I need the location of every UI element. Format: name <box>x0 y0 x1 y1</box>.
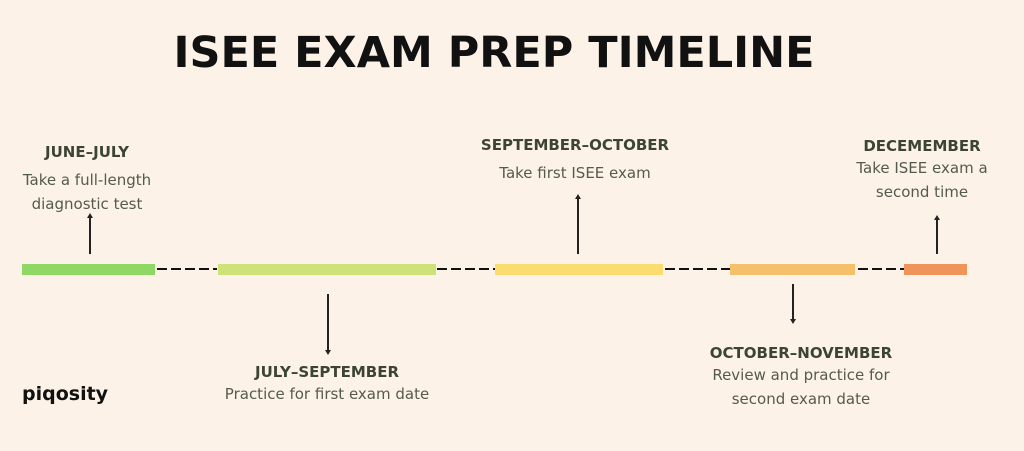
phase-description: Take ISEE exam a <box>856 159 988 177</box>
timeline-segment-july-september <box>218 264 436 275</box>
phase-period: JULY–SEPTEMBER <box>254 363 400 381</box>
phase-description: second exam date <box>731 390 871 408</box>
arrow-down-icon <box>325 294 330 355</box>
phase-label-july-september: JULY–SEPTEMBER Practice for first exam d… <box>157 362 497 406</box>
phase-period: JUNE–JULY <box>45 143 129 161</box>
arrow-up-icon <box>575 194 580 254</box>
phase-label-october-november: OCTOBER–NOVEMBER Review and practice for… <box>661 343 941 411</box>
phase-description: Review and practice for <box>712 366 890 384</box>
timeline-connector <box>157 268 217 270</box>
phase-label-december: DECEMEMBER Take ISEE exam a second time <box>782 136 1024 204</box>
timeline-connector <box>665 268 730 270</box>
page-title: ISEE EXAM PREP TIMELINE <box>173 28 815 78</box>
phase-description: second time <box>875 183 969 201</box>
timeline-connector <box>437 268 495 270</box>
timeline-segment-september-october <box>495 264 663 275</box>
phase-description: Take a full-length <box>22 171 152 189</box>
phase-description: diagnostic test <box>31 195 143 213</box>
arrow-up-icon <box>934 215 939 254</box>
phase-description: Take first ISEE exam <box>499 164 651 182</box>
phase-description: Practice for first exam date <box>224 385 430 403</box>
piqosity-logo: piqosity <box>22 383 109 405</box>
phase-period: DECEMEMBER <box>863 137 981 155</box>
phase-period: OCTOBER–NOVEMBER <box>709 344 893 362</box>
timeline-segment-june-july <box>22 264 155 275</box>
phase-period: SEPTEMBER–OCTOBER <box>480 136 670 154</box>
phase-label-september-october: SEPTEMBER–OCTOBER Take first ISEE exam <box>425 135 725 185</box>
arrow-down-icon <box>790 284 795 324</box>
phase-label-june-july: JUNE–JULY Take a full-length diagnostic … <box>0 142 227 216</box>
arrow-up-icon <box>87 213 92 254</box>
timeline-segment-october-november <box>730 264 855 275</box>
timeline-segment-december <box>904 264 967 275</box>
timeline-connector <box>858 268 904 270</box>
